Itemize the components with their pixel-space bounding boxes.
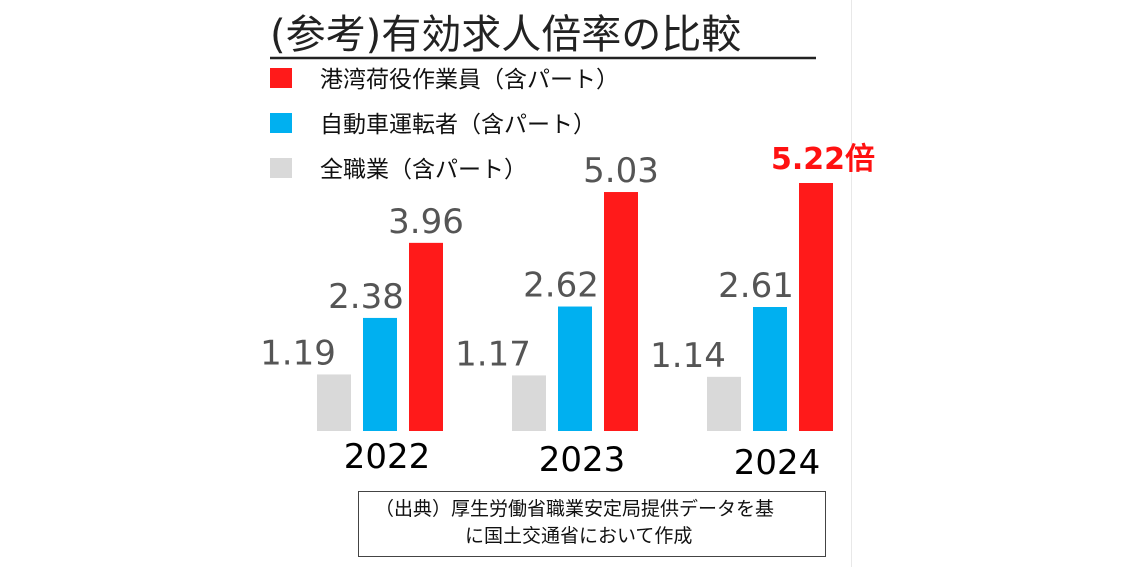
value-label-all-2024: 1.14 [650,336,726,376]
value-label-driver-2022: 2.38 [328,277,404,317]
bar-driver-2022 [363,317,397,431]
source-line-2: に国土交通省において作成 [465,525,693,547]
legend-label-driver: 自動車運転者（含パート） [320,112,596,138]
chart-title: (参考)有効求人倍率の比較 [270,12,741,58]
bar-driver-2023 [558,306,592,431]
legend-label-cargo: 港湾荷役作業員（含パート） [320,67,619,93]
value-label-driver-2023: 2.62 [523,266,599,306]
value-label-cargo-2024: 5.22倍 [771,142,875,177]
chart-panel [248,0,852,567]
legend: 港湾荷役作業員（含パート） 自動車運転者（含パート） 全職業（含パート） [270,67,619,183]
legend-swatch-all [270,158,292,178]
bar-cargo-2023 [604,192,638,431]
value-labels: 1.19 2.38 3.96 1.17 2.62 5.03 1.14 2.61 5.22倍 [260,142,875,376]
legend-swatch-driver [270,113,292,133]
bar-all-2022 [317,374,351,431]
value-label-all-2023: 1.17 [455,334,531,374]
value-label-cargo-2022: 3.96 [388,202,464,242]
year-label-2022: 2022 [344,437,431,477]
year-label-2023: 2023 [539,440,626,480]
value-label-all-2022: 1.19 [260,333,336,373]
bar-driver-2024 [753,307,787,431]
legend-swatch-cargo [270,68,292,88]
legend-label-all: 全職業（含パート） [320,157,527,183]
year-label-2024: 2024 [734,443,821,483]
value-label-driver-2024: 2.61 [718,266,794,306]
bar-cargo-2022 [409,242,443,431]
source-note: （出典）厚生労働省職業安定局提供データを基 に国土交通省において作成 [358,491,826,557]
value-label-cargo-2023: 5.03 [583,151,659,191]
bar-all-2023 [512,375,546,431]
year-labels: 2022 2023 2024 [344,437,821,483]
bar-cargo-2024 [799,183,833,431]
source-line-1: （出典）厚生労働省職業安定局提供データを基 [375,498,775,520]
bars [317,183,833,431]
bar-all-2024 [707,376,741,431]
divider [851,0,852,567]
